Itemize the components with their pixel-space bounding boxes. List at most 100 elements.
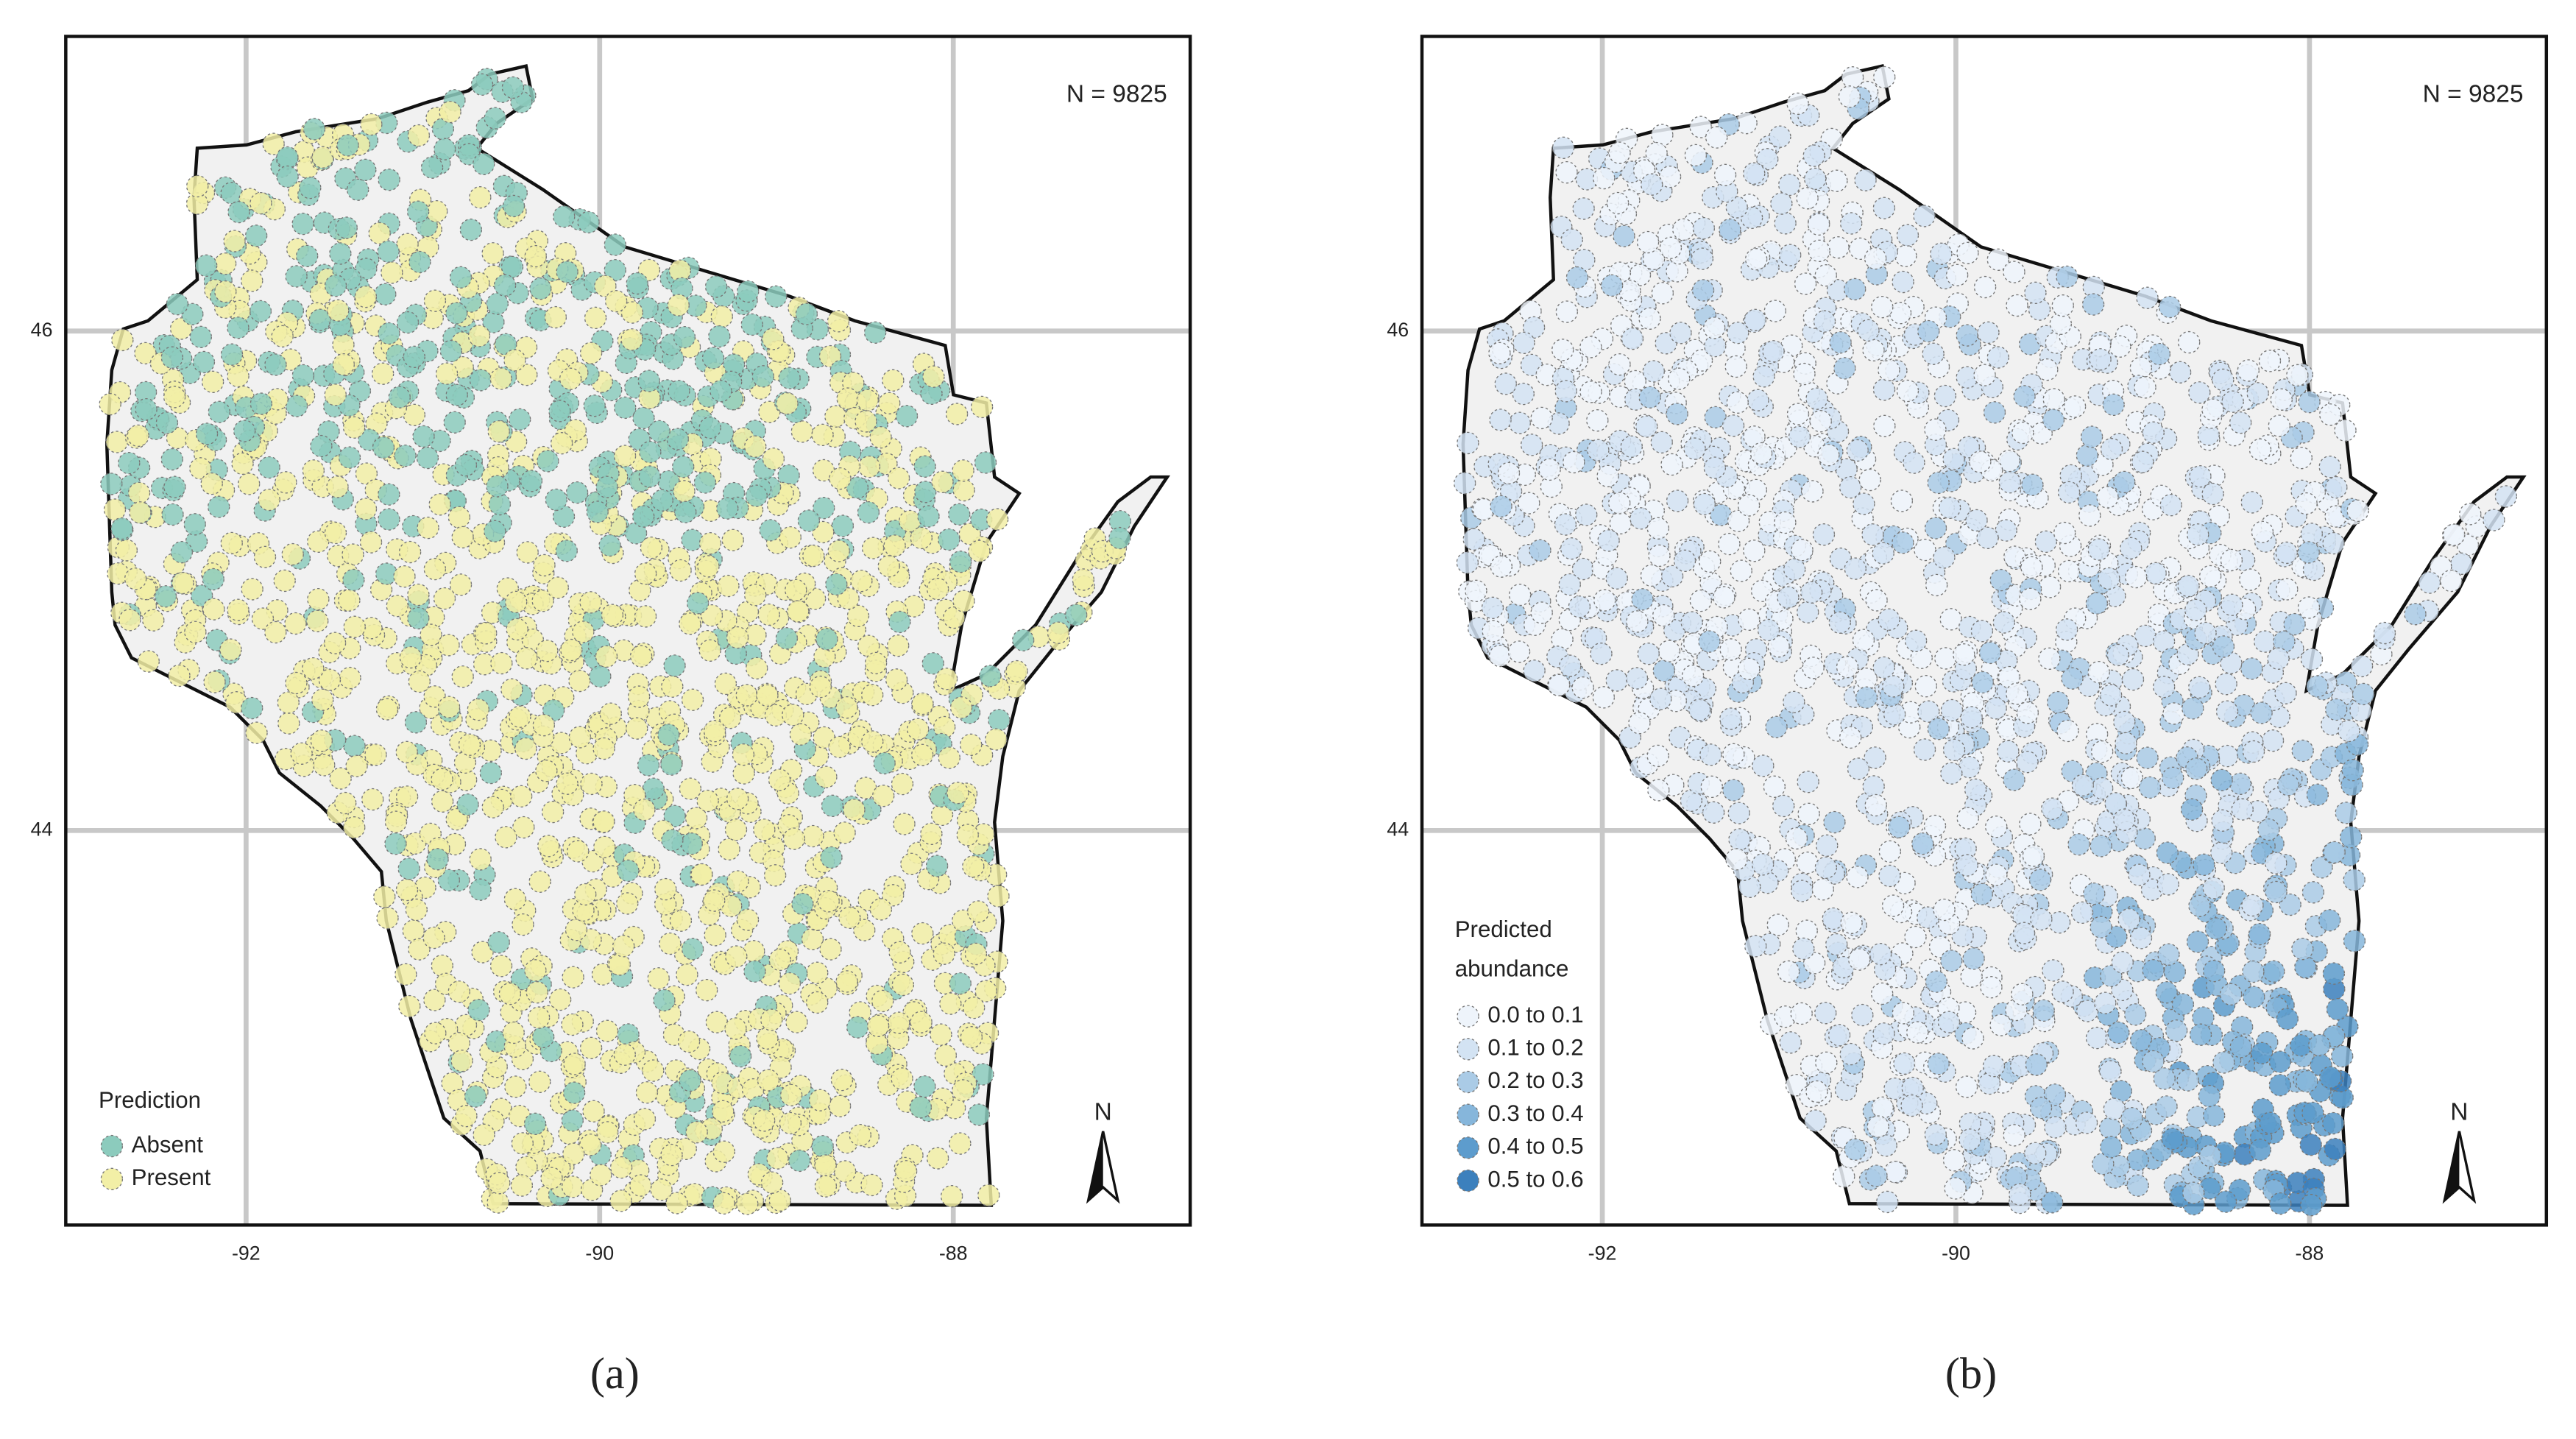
survey-point (778, 367, 801, 389)
survey-point (1738, 657, 1761, 680)
survey-point (1833, 357, 1856, 380)
survey-point (883, 534, 906, 557)
survey-point (307, 530, 330, 554)
survey-point (473, 1123, 495, 1146)
survey-point (958, 523, 981, 545)
survey-point (503, 349, 526, 372)
survey-point (431, 768, 453, 791)
survey-point (968, 540, 991, 562)
survey-point (375, 111, 398, 135)
survey-point (1790, 1002, 1813, 1025)
survey-point (817, 890, 840, 913)
survey-point (324, 383, 347, 406)
survey-point (509, 705, 531, 728)
survey-point (501, 76, 525, 99)
survey-point (900, 852, 923, 875)
survey-point (1903, 451, 1925, 474)
survey-point (1945, 264, 1969, 286)
survey-point (882, 369, 905, 392)
survey-point (523, 1112, 547, 1136)
survey-point (2319, 403, 2342, 426)
state-outline (105, 63, 1171, 1207)
survey-point (626, 272, 648, 295)
survey-point (2129, 1029, 2153, 1052)
survey-point (629, 645, 653, 668)
survey-point (1828, 611, 1851, 634)
survey-point (284, 612, 307, 635)
survey-point (2051, 294, 2074, 317)
survey-point (669, 559, 692, 582)
survey-point (956, 824, 979, 846)
survey-point (2087, 660, 2110, 684)
survey-point (922, 365, 945, 388)
survey-point (258, 488, 280, 512)
survey-point (861, 537, 885, 559)
survey-point (2156, 841, 2179, 864)
survey-point (2049, 312, 2072, 336)
survey-point (1523, 660, 1546, 682)
survey-point (1597, 529, 1620, 552)
survey-point (660, 753, 683, 776)
survey-point (371, 362, 394, 385)
survey-point (2040, 1191, 2064, 1214)
survey-point (1896, 224, 1919, 247)
survey-point (2188, 676, 2211, 699)
survey-point (962, 996, 986, 1019)
survey-point (231, 452, 254, 475)
survey-point (469, 369, 492, 392)
survey-point (2056, 719, 2079, 743)
sample-size: N = 9825 (1066, 81, 1167, 108)
survey-point (1651, 124, 1674, 146)
survey-point (1924, 1123, 1947, 1146)
survey-point (241, 269, 263, 292)
survey-point (745, 484, 768, 507)
survey-point (1587, 439, 1610, 462)
survey-point (2268, 414, 2290, 437)
survey-point (437, 634, 460, 657)
survey-point (814, 1154, 837, 1177)
survey-point (1657, 640, 1681, 662)
survey-point (943, 606, 966, 629)
survey-point (2128, 863, 2151, 886)
survey-point (617, 859, 640, 883)
survey-point (437, 869, 461, 892)
survey-point (2198, 1084, 2221, 1108)
survey-point (2250, 701, 2273, 724)
survey-point (1997, 740, 2020, 763)
survey-point (1956, 854, 1978, 877)
survey-point (1646, 744, 1669, 768)
survey-point (2162, 702, 2185, 725)
survey-point (2046, 690, 2070, 714)
survey-point (2343, 869, 2366, 891)
survey-point (609, 1189, 632, 1212)
survey-point (665, 1192, 688, 1215)
survey-point (2341, 759, 2364, 782)
survey-point (533, 554, 556, 577)
survey-point (2158, 295, 2182, 319)
survey-point (2162, 766, 2184, 790)
survey-point (1737, 494, 1761, 517)
survey-point (717, 574, 740, 598)
survey-point (1922, 342, 1945, 365)
survey-point (516, 541, 539, 564)
survey-point (311, 688, 334, 711)
survey-point (2215, 673, 2237, 696)
survey-point (891, 772, 914, 796)
survey-point (1852, 629, 1875, 651)
survey-point (857, 501, 880, 524)
survey-point (1642, 360, 1665, 383)
survey-point (2251, 1042, 2274, 1064)
survey-point (809, 675, 832, 699)
survey-point (2013, 385, 2036, 408)
survey-point (827, 540, 850, 562)
survey-point (445, 807, 468, 831)
survey-point (1869, 943, 1892, 966)
survey-point (2262, 960, 2285, 983)
survey-point (1986, 346, 2010, 369)
survey-point (1606, 191, 1630, 215)
survey-point (762, 448, 785, 470)
survey-point (860, 684, 884, 707)
survey-point (972, 823, 995, 846)
survey-point (1699, 743, 1722, 766)
legend-label: 0.2 to 0.3 (1487, 1067, 1583, 1093)
